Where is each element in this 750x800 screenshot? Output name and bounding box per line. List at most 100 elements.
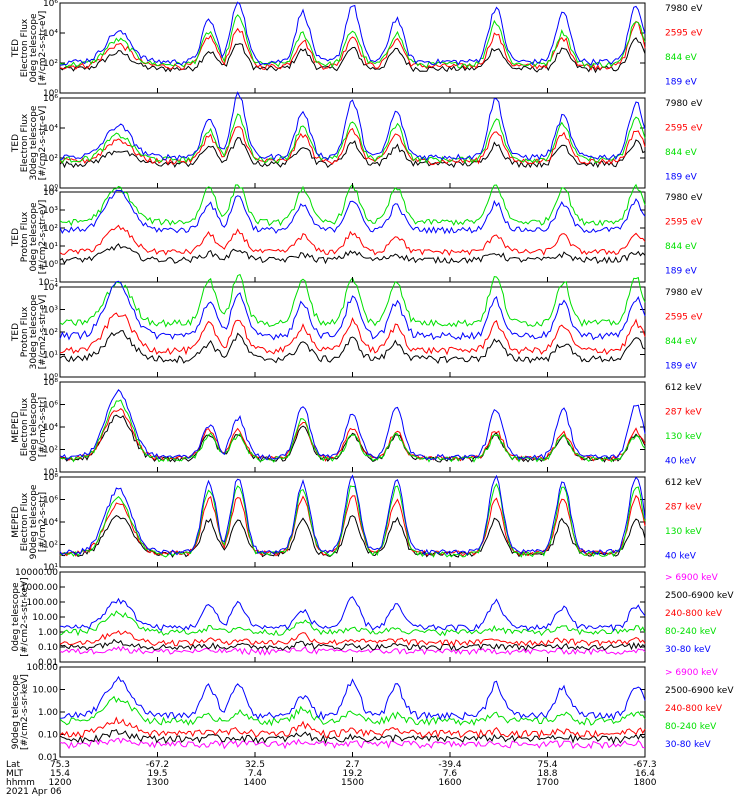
y-axis-label: [#/cm2-s-str] [38,492,48,552]
series-trace-3 [59,280,646,341]
legend-entry: 40 keV [665,552,697,562]
legend-entry: 287 keV [665,408,702,418]
series-trace-3 [59,91,646,162]
panel-ted-proton-30deg: 10⁴ 10³ 10² 10¹ 10⁰ TED Proton Flux 30deg teles… [11,273,703,383]
y-tick-label: 10⁴ [43,29,58,39]
series-trace-3 [59,610,646,637]
series-trace-0 [59,37,646,74]
y-tick-label: 10⁴ [43,188,58,198]
y-tick-label: 10⁴ [43,518,58,528]
y-tick-label: 10⁰ [43,89,58,99]
legend-entry: 189 eV [665,267,698,277]
y-axis-label: MEPED [11,506,21,538]
y-tick-label: 10⁴ [43,423,58,433]
legend-entry: 240-800 keV [665,704,723,714]
y-tick-label: 10⁶ [43,0,58,9]
panel-meped-proton-0deg: 10000.00 1000.00 100.00 10.00 1.00 0.10 0.01 0d… [11,568,734,668]
x-tick-hhmm: 1200 [49,778,72,788]
y-tick-label: 1000.00 [21,583,58,593]
y-tick-label: 100.00 [27,663,59,673]
y-axis-label: MEPED [11,411,21,443]
x-row-label: Lat [6,760,21,770]
y-tick-label: 10² [43,154,58,164]
panel-ted-electron-0deg: 10⁶ 10⁴ 10² 10⁰ TED Electron Flux 0deg telesco… [11,0,703,99]
y-axis-label: 0deg telescope [29,202,39,272]
series-trace-2 [59,113,646,164]
series-trace-1 [59,494,646,557]
series-trace-2 [59,399,646,463]
y-tick-label: 10¹ [43,351,58,361]
legend-entry: 30-80 keV [665,740,711,750]
series-trace-0 [59,515,646,558]
legend-entry: 287 keV [665,503,702,513]
y-tick-label: 0.01 [38,753,58,763]
series-trace-3 [59,695,646,727]
legend-entry: 7980 eV [665,193,703,203]
y-axis-label: 90deg telescope [29,484,39,559]
legend-entry: 2500-6900 keV [665,591,734,601]
series-trace-2 [59,14,646,69]
x-tick-lat: 2.7 [345,760,359,770]
series-trace-0 [59,645,646,656]
series-trace-1 [59,126,646,166]
y-tick-label: 10⁴ [43,124,58,134]
series-trace-3 [59,474,646,556]
y-axis-label: 30deg telescope [29,105,39,180]
legend-entry: 7980 eV [665,99,703,109]
panel-frame [59,476,646,568]
y-axis-label: [#/cm2-s-sr-keV] [20,674,30,750]
date-label: 2021 Apr 06 [6,787,62,797]
y-axis-label: Electron Flux [20,18,30,77]
y-axis-label: Electron Flux [20,397,30,456]
x-tick-mlt: 15.4 [50,769,70,779]
x-tick-lat: -39.4 [438,760,462,770]
legend-entry: 2595 eV [665,218,703,228]
y-tick-label: 10⁰ [43,373,58,383]
x-tick-hhmm: 1800 [634,778,657,788]
x-tick-lat: -67.3 [633,760,656,770]
legend-entry: 612 keV [665,478,702,488]
y-axis-label: [#/cm2-s-str-eV] [38,106,48,181]
y-axis-label: 30deg telescope [29,294,39,369]
y-tick-label: 10¹ [43,468,58,478]
y-axis-label: [#/cm2-s-str-keV] [20,577,30,656]
panel-meped-electron-0deg: 10⁸ 10⁶ 10⁴ 10² 10¹ MEPED Electron Flux 0deg te… [11,378,702,478]
x-tick-hhmm: 1300 [146,778,169,788]
y-axis-label: 0deg telescope [11,582,21,652]
y-axis-label: [#/cm2-s-str-eV] [38,295,48,370]
legend-entry: 189 eV [665,362,698,372]
y-tick-label: 10¹ [43,563,58,573]
y-axis-label: TED [11,323,21,342]
y-axis-label: 90deg telescope [11,674,21,749]
panel-meped-electron-90deg: 10⁸ 10⁶ 10⁴ 10² 10¹ MEPED Electron Flux 90deg t… [11,473,702,573]
series-trace-2 [59,716,646,739]
x-tick-mlt: 19.5 [147,769,167,779]
panel-ted-electron-30deg: 10⁶ 10⁴ 10² 10⁰ TED Electron Flux 30deg telesc… [11,91,703,194]
y-tick-label: 10² [43,541,58,551]
y-axis-label: [#/cm2-s-str-eV] [38,200,48,275]
legend-entry: 612 keV [665,383,702,393]
legend-entry: 130 keV [665,527,702,537]
legend-entry: 189 eV [665,173,698,183]
legend-entry: 30-80 keV [665,645,711,655]
x-tick-mlt: 7.4 [248,769,263,779]
y-axis-label: TED [11,134,21,153]
y-tick-label: 0.10 [38,643,58,653]
y-tick-label: 10⁴ [43,283,58,293]
x-tick-mlt: 19.2 [342,769,362,779]
x-tick-lat: 32.5 [245,760,265,770]
y-tick-label: 10¹ [43,242,58,252]
y-tick-label: 10.00 [32,686,58,696]
y-tick-label: 10² [43,224,58,234]
x-tick-mlt: 18.8 [537,769,557,779]
legend-entry: 80-240 keV [665,722,717,732]
x-tick-lat: 75.3 [50,760,70,770]
legend-entry: 844 eV [665,337,698,347]
series-trace-2 [59,482,646,558]
y-tick-label: 0.01 [38,658,58,668]
y-tick-label: 10² [43,59,58,69]
y-tick-label: 10⁸ [43,473,58,483]
panel-meped-proton-90deg: 100.00 10.00 1.00 0.10 0.01 90deg telescope [#… [11,663,734,763]
series-trace-0 [59,330,646,364]
series-trace-0 [59,737,646,750]
